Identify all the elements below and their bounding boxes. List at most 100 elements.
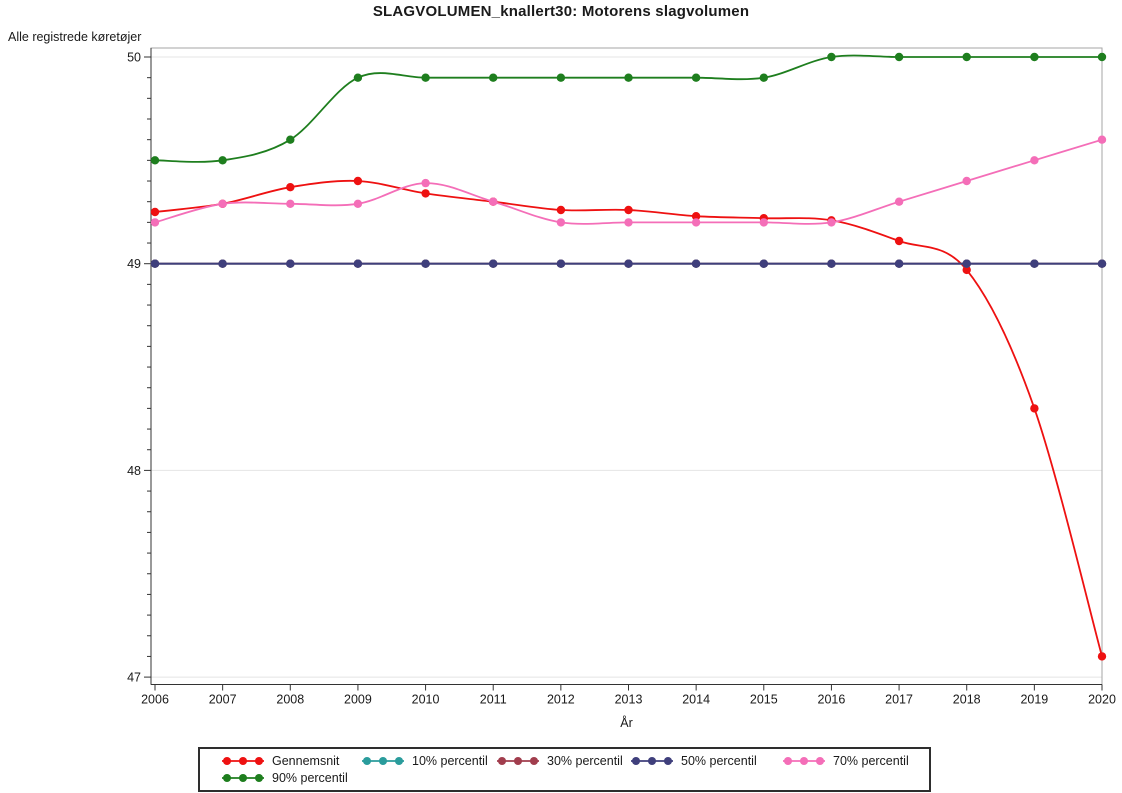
legend-marker-icon [783, 756, 825, 765]
legend-marker-dot [223, 756, 231, 765]
legend-label: 50% percentil [681, 753, 757, 768]
legend-label: 90% percentil [272, 770, 348, 785]
series-marker-90-percentil [624, 73, 633, 82]
y-axis-title: Alle registrede køretøjer [8, 30, 142, 44]
series-marker-70-percentil [894, 197, 904, 206]
x-tick-label: 2014 [682, 693, 710, 707]
legend-marker-dot [784, 756, 792, 765]
series-marker-70-percentil [1097, 135, 1107, 144]
legend-marker-dot [239, 773, 247, 782]
legend-marker-icon [631, 756, 673, 765]
legend: Gennemsnit 10% percentil 30% percentil 50% … [198, 747, 931, 792]
x-tick-label: 2012 [547, 693, 575, 707]
series-marker-50-percentil [962, 259, 971, 268]
legend-marker-icon [222, 756, 264, 765]
legend-marker-dot [255, 773, 263, 782]
series-marker-90-percentil [286, 135, 295, 144]
legend-row: Gennemsnit 10% percentil 30% percentil 50% … [222, 752, 923, 769]
legend-marker-dot [239, 756, 247, 765]
series-line-gennemsnit [154, 179, 1102, 657]
series-marker-50-percentil [286, 259, 295, 268]
legend-row: 90% percentil [222, 769, 923, 786]
y-tick-label: 47 [127, 671, 141, 685]
series-marker-gennemsnit [1030, 404, 1039, 413]
series-marker-90-percentil [827, 52, 836, 62]
y-tick-label: 50 [127, 51, 141, 65]
x-tick-label: 2016 [818, 693, 846, 707]
series-marker-50-percentil [894, 259, 904, 268]
legend-marker-dot [395, 756, 403, 765]
x-tick-label: 2008 [276, 693, 304, 707]
legend-item-70-percentil: 70% percentil [783, 754, 909, 768]
series-marker-90-percentil [353, 73, 363, 82]
legend-marker-dot [498, 756, 506, 765]
legend-label: Gennemsnit [272, 753, 340, 768]
series-marker-70-percentil [759, 218, 768, 227]
series-marker-gennemsnit [556, 205, 566, 215]
x-tick-label: 2011 [480, 693, 507, 707]
legend-marker-icon [222, 773, 264, 782]
series-marker-90-percentil [421, 73, 430, 82]
series-marker-50-percentil [759, 259, 768, 268]
series-marker-70-percentil [962, 176, 971, 186]
series-marker-90-percentil [1097, 52, 1107, 62]
line-chart-plot: 47 48 49 50 2006 2007 2008 2009 2010 2011 2012 2013… [127, 47, 1116, 707]
series-marker-gennemsnit [421, 189, 430, 198]
series-marker-50-percentil [624, 259, 633, 268]
series-marker-gennemsnit [286, 183, 295, 192]
legend-marker-dot [648, 756, 656, 765]
series-marker-70-percentil [489, 197, 498, 206]
legend-label: 70% percentil [833, 753, 909, 768]
x-tick-label: 2013 [615, 693, 643, 707]
series-marker-50-percentil [1097, 259, 1107, 268]
series-marker-90-percentil [894, 52, 904, 62]
series-marker-gennemsnit [894, 236, 904, 246]
series-marker-gennemsnit [624, 205, 633, 215]
x-tick-label: 2010 [412, 693, 440, 707]
series-marker-90-percentil [556, 73, 566, 82]
legend-marker-dot [255, 756, 263, 765]
legend-marker-dot [530, 756, 538, 765]
chart-title: SLAGVOLUMEN_knallert30: Motorens slagvol… [372, 3, 750, 20]
series-marker-50-percentil [1030, 259, 1039, 268]
x-tick-label: 2017 [885, 693, 913, 707]
series-marker-70-percentil [353, 199, 363, 208]
series-marker-70-percentil [624, 218, 633, 227]
series-marker-70-percentil [421, 178, 430, 188]
series-marker-90-percentil [962, 52, 971, 62]
series-marker-90-percentil [150, 156, 160, 165]
y-tick-label: 49 [127, 257, 141, 271]
legend-marker-dot [632, 756, 640, 765]
series-marker-50-percentil [218, 259, 227, 268]
legend-marker-dot [223, 773, 231, 782]
series-marker-90-percentil [1030, 52, 1039, 62]
plot-frame [150, 47, 1103, 685]
series-marker-90-percentil [218, 156, 227, 165]
legend-marker-dot [664, 756, 672, 765]
series-marker-70-percentil [556, 218, 566, 227]
x-tick-label: 2009 [344, 693, 372, 707]
legend-marker-dot [816, 756, 824, 765]
series-marker-70-percentil [1030, 156, 1039, 165]
y-tick-label: 48 [127, 464, 141, 478]
series-marker-90-percentil [691, 73, 701, 82]
series-marker-gennemsnit [150, 207, 160, 217]
series-marker-70-percentil [150, 218, 160, 227]
series-marker-50-percentil [556, 259, 566, 268]
series-marker-50-percentil [489, 259, 498, 268]
x-tick-label: 2006 [141, 693, 169, 707]
series-marker-70-percentil [286, 199, 295, 208]
x-tick-label: 2020 [1088, 693, 1116, 707]
legend-item-90-percentil: 90% percentil [222, 771, 348, 785]
series-marker-90-percentil [489, 73, 498, 82]
series-marker-50-percentil [691, 259, 701, 268]
x-tick-label: 2019 [1020, 693, 1048, 707]
series-marker-70-percentil [218, 199, 227, 208]
legend-item-10-percentil: 10% percentil [362, 754, 497, 768]
series-marker-70-percentil [827, 218, 836, 227]
legend-marker-dot [800, 756, 808, 765]
series-marker-gennemsnit [353, 176, 363, 186]
legend-item-gennemsnit: Gennemsnit [222, 754, 362, 768]
series-marker-gennemsnit [1097, 652, 1107, 661]
legend-label: 10% percentil [412, 753, 488, 768]
